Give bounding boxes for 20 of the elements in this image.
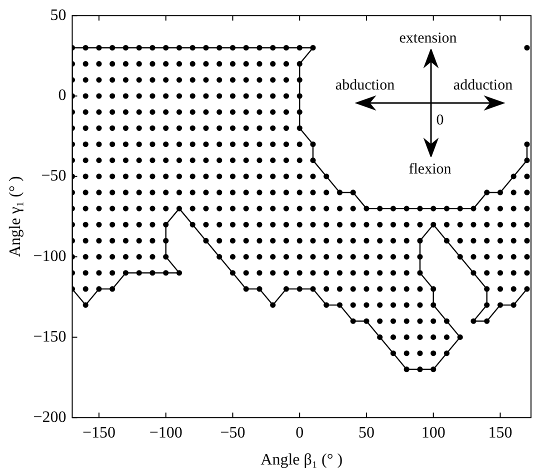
x-tick-label: 150 (488, 424, 512, 442)
y-tick-label: 50 (50, 6, 66, 24)
y-tick-label: −100 (33, 248, 66, 266)
x-tick-label: −50 (220, 424, 246, 442)
x-tick-label: −100 (149, 424, 182, 442)
x-tick-label: 100 (421, 424, 446, 442)
y-tick-label: −200 (33, 408, 66, 426)
x-tick-label: 0 (296, 424, 304, 442)
y-tick-label: −150 (33, 328, 66, 346)
y-tick-label: 0 (58, 87, 66, 104)
x-tick-label: −150 (82, 424, 116, 442)
annotation: adduction (453, 78, 513, 94)
annotation: 0 (436, 112, 444, 130)
y-tick-label: −50 (41, 168, 66, 185)
annotation: abduction (335, 78, 395, 94)
annotation: extension (399, 30, 457, 48)
y-axis-title: Angle γ₁ (° ) (6, 176, 24, 258)
x-axis-title: Angle β₁ (° ) (260, 452, 343, 469)
x-tick-label: 50 (358, 424, 374, 442)
annotation: flexion (408, 162, 452, 178)
